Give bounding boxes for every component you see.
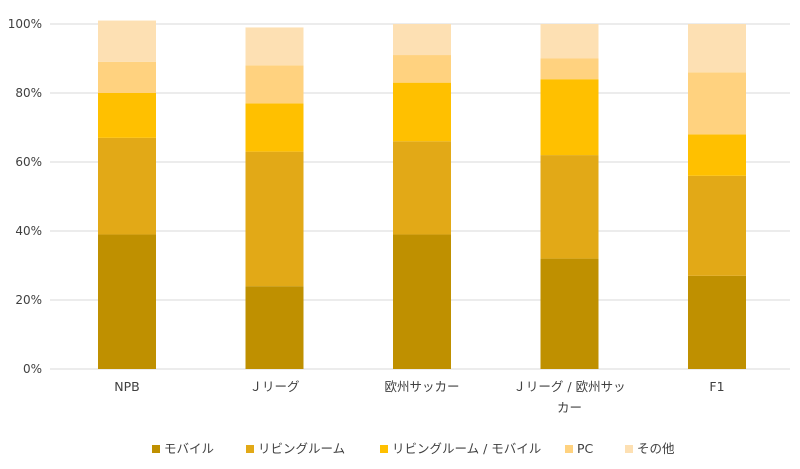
- bar-segment: [393, 234, 451, 369]
- bar-segment: [98, 137, 156, 235]
- legend-item: PC: [565, 441, 594, 456]
- legend-label: リビングルーム: [258, 441, 345, 456]
- bar-segment: [540, 58, 599, 80]
- legend-swatch: [246, 445, 254, 453]
- bar-stack: [98, 20, 156, 369]
- y-tick-label: 40%: [15, 224, 42, 238]
- legend-label: リビングルーム / モバイル: [392, 441, 541, 456]
- bar-segment: [688, 275, 746, 369]
- bar-segment: [393, 141, 451, 235]
- bar-segment: [98, 61, 156, 93]
- bar-segment: [688, 72, 746, 135]
- bar-segment: [540, 155, 599, 259]
- legend: モバイル リビングルーム リビングルーム / モバイル PC その他: [152, 441, 675, 456]
- bar-segment: [688, 24, 746, 73]
- bar-segment: [688, 175, 746, 276]
- x-category-label: NPB: [114, 379, 139, 394]
- legend-label: PC: [577, 441, 594, 456]
- y-axis-ticks: 0% 20% 40% 60% 80% 100%: [8, 17, 42, 376]
- y-tick-label: 60%: [15, 155, 42, 169]
- legend-item: リビングルーム: [246, 441, 345, 456]
- bar-segment: [540, 258, 599, 369]
- bar-segment: [245, 286, 304, 369]
- bars: [98, 20, 746, 369]
- bar-segment: [393, 82, 451, 142]
- legend-label: モバイル: [164, 441, 214, 456]
- bar-segment: [245, 103, 304, 152]
- y-tick-label: 80%: [15, 86, 42, 100]
- bar-segment: [393, 55, 451, 83]
- bar-segment: [540, 79, 599, 156]
- legend-swatch: [152, 445, 160, 453]
- legend-swatch: [565, 445, 573, 453]
- x-axis-labels: NPB Ｊリーグ 欧州サッカー Ｊリーグ / 欧州サッカー F1: [114, 379, 724, 415]
- bar-segment: [98, 93, 156, 138]
- legend-item: モバイル: [152, 441, 214, 456]
- bar-segment: [245, 65, 304, 104]
- y-tick-label: 100%: [8, 17, 42, 31]
- legend-item: リビングルーム / モバイル: [380, 441, 541, 456]
- bar-segment: [245, 27, 304, 66]
- x-category-label: F1: [709, 379, 724, 394]
- x-category-label: Ｊリーグ: [249, 379, 299, 394]
- bar-segment: [245, 151, 304, 287]
- bar-stack: [540, 24, 599, 369]
- y-tick-label: 20%: [15, 293, 42, 307]
- legend-swatch: [380, 445, 388, 453]
- legend-label: その他: [637, 441, 675, 456]
- bar-segment: [393, 24, 451, 56]
- bar-segment: [98, 20, 156, 62]
- bar-segment: [98, 234, 156, 369]
- bar-stack: [393, 24, 451, 369]
- legend-swatch: [625, 445, 633, 453]
- legend-item: その他: [625, 441, 675, 456]
- bar-stack: [688, 24, 746, 369]
- bar-segment: [688, 134, 746, 176]
- y-tick-label: 0%: [23, 362, 42, 376]
- bar-segment: [540, 24, 599, 59]
- bar-stack: [245, 27, 304, 369]
- x-category-label: 欧州サッカー: [384, 379, 459, 394]
- x-category-label: Ｊリーグ / 欧州サッカー: [513, 379, 625, 415]
